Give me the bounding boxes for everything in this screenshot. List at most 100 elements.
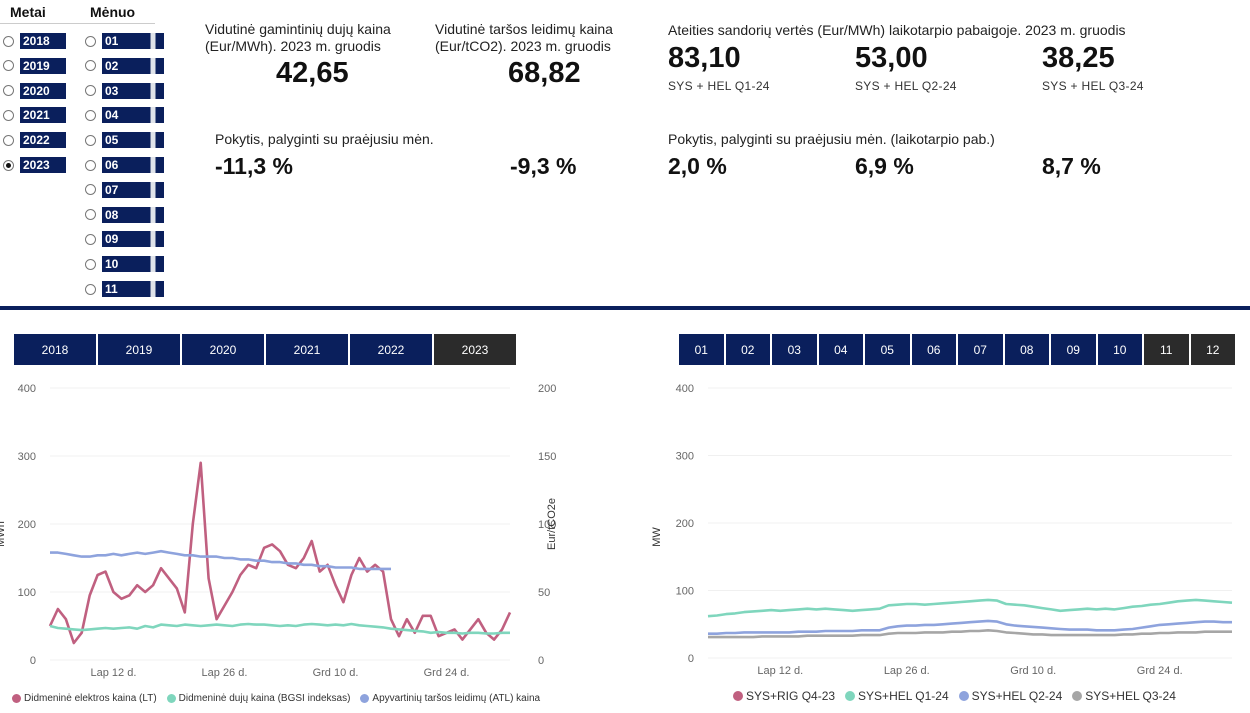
legend-dot-icon (12, 694, 21, 703)
year-tab-2018[interactable]: 2018 (14, 334, 96, 365)
radio-icon[interactable] (3, 35, 14, 47)
month-option-07[interactable]: 07 (85, 180, 164, 200)
legend-item[interactable]: Didmeninė dujų kaina (BGSI indeksas) (166, 693, 351, 704)
year-tab-2022[interactable]: 2022 (350, 334, 432, 365)
month-tab-08[interactable]: 08 (1004, 334, 1049, 365)
month-option-11[interactable]: 11 (85, 279, 164, 299)
month-option-05[interactable]: 05 (85, 130, 164, 150)
price-chart-legend: Didmeninė elektros kaina (LT) Didmeninė d… (12, 693, 550, 704)
legend-item[interactable]: Didmeninė elektros kaina (LT) (12, 693, 157, 704)
x-tick-label: Grd 24 d. (1137, 665, 1183, 677)
month-option-08[interactable]: 08 (85, 205, 164, 225)
year-tab-2023[interactable]: 2023 (434, 334, 516, 365)
radio-icon[interactable] (85, 60, 96, 72)
month-option-label: 05 (102, 132, 164, 149)
radio-icon[interactable] (3, 134, 14, 146)
futures-q3-change: 8,7 % (1042, 153, 1101, 179)
month-option-label: 11 (102, 281, 164, 297)
year-tab-2020[interactable]: 2020 (182, 334, 264, 365)
legend-dot-icon (958, 691, 969, 701)
legend-item[interactable]: SYS+HEL Q2-24 (958, 689, 1062, 703)
y-tick-label: 100 (676, 586, 694, 598)
month-option-label: 08 (102, 206, 164, 223)
section-divider (0, 306, 1250, 310)
year-option-2023[interactable]: 2023 (3, 155, 66, 175)
radio-icon[interactable] (85, 109, 96, 121)
year-option-2022[interactable]: 2022 (3, 130, 66, 150)
month-option-09[interactable]: 09 (85, 229, 164, 249)
radio-icon[interactable] (3, 85, 14, 97)
radio-icon[interactable] (85, 233, 96, 245)
legend-item[interactable]: Apyvartinių taršos leidimų (ATL) kaina (360, 693, 540, 704)
futures-chart-legend: SYS+RIG Q4-23 SYS+HEL Q1-24 SYS+HEL Q2-24 S… (733, 689, 1186, 703)
month-tab-12[interactable]: 12 (1190, 334, 1235, 365)
legend-dot-icon (1072, 691, 1083, 701)
radio-icon[interactable] (85, 184, 96, 196)
month-tab-01[interactable]: 01 (679, 334, 724, 365)
radio-icon[interactable] (85, 283, 96, 295)
month-tab-10[interactable]: 10 (1097, 334, 1142, 365)
month-option-label: 06 (102, 157, 164, 173)
year-slicer-header: Metai (10, 4, 46, 20)
x-tick-label: Grd 10 d. (1010, 665, 1056, 677)
year-option-2018[interactable]: 2018 (3, 31, 66, 51)
month-tab-05[interactable]: 05 (865, 334, 910, 365)
month-option-label: 07 (102, 181, 164, 198)
month-tab-06[interactable]: 06 (911, 334, 956, 365)
month-tab-03[interactable]: 03 (772, 334, 817, 365)
month-option-10[interactable]: 10 (85, 254, 164, 274)
futures-q2-label: SYS + HEL Q2-24 (855, 79, 957, 93)
month-option-01[interactable]: 01 (85, 31, 164, 51)
futures-q3-value: 38,25 (1042, 42, 1115, 74)
legend-item[interactable]: SYS+HEL Q3-24 (1072, 689, 1176, 703)
year-option-2021[interactable]: 2021 (3, 105, 66, 125)
month-option-03[interactable]: 03 (85, 81, 164, 101)
futures-q3-label: SYS + HEL Q3-24 (1042, 79, 1144, 93)
month-tab-11[interactable]: 11 (1144, 334, 1189, 365)
month-option-04[interactable]: 04 (85, 105, 164, 125)
year-option-label: 2023 (20, 157, 66, 173)
radio-icon[interactable] (85, 159, 96, 171)
radio-icon[interactable] (3, 109, 14, 121)
y-tick-label: 300 (18, 451, 36, 463)
x-tick-label: Lap 26 d. (202, 667, 248, 679)
x-tick-label: Grd 10 d. (313, 667, 359, 679)
legend-label: SYS+HEL Q3-24 (1085, 689, 1176, 703)
radio-icon[interactable] (3, 159, 14, 171)
legend-label: Didmeninė dujų kaina (BGSI indeksas) (178, 693, 351, 704)
legend-label: Apyvartinių taršos leidimų (ATL) kaina (372, 693, 541, 704)
radio-icon[interactable] (85, 85, 96, 97)
legend-item[interactable]: SYS+RIG Q4-23 (733, 689, 835, 703)
month-tab-09[interactable]: 09 (1051, 334, 1096, 365)
year-tab-2019[interactable]: 2019 (98, 334, 180, 365)
month-tab-07[interactable]: 07 (958, 334, 1003, 365)
futures-q2-value: 53,00 (855, 42, 928, 74)
y-tick-label: 100 (18, 587, 36, 599)
month-option-label: 04 (102, 107, 164, 124)
radio-icon[interactable] (85, 258, 96, 270)
x-tick-label: Lap 26 d. (884, 665, 930, 677)
change-title-left: Pokytis, palyginti su praėjusiu mėn. (215, 131, 434, 147)
month-option-label: 03 (102, 82, 164, 99)
month-option-06[interactable]: 06 (85, 155, 164, 175)
month-tab-02[interactable]: 02 (725, 334, 770, 365)
y2-axis-label: Eur/tCO2e (546, 498, 558, 550)
change-title-right: Pokytis, palyginti su praėjusiu mėn. (la… (668, 131, 995, 147)
y-tick-label: 200 (18, 519, 36, 531)
year-option-2019[interactable]: 2019 (3, 56, 66, 76)
legend-label: SYS+HEL Q1-24 (858, 689, 949, 703)
radio-icon[interactable] (85, 35, 96, 47)
year-tab-2021[interactable]: 2021 (266, 334, 348, 365)
year-option-2020[interactable]: 2020 (3, 81, 66, 101)
legend-item[interactable]: SYS+HEL Q1-24 (845, 689, 949, 703)
series-line-0 (48, 461, 512, 645)
month-tab-04[interactable]: 04 (818, 334, 863, 365)
series-line-1 (49, 622, 510, 635)
radio-icon[interactable] (85, 134, 96, 146)
carbon-price-kpi-value: 68,82 (508, 57, 581, 89)
month-option-02[interactable]: 02 (85, 56, 164, 76)
y2-tick-label: 0 (538, 655, 544, 667)
y-tick-label: 0 (30, 655, 36, 667)
radio-icon[interactable] (3, 60, 14, 72)
radio-icon[interactable] (85, 209, 96, 221)
